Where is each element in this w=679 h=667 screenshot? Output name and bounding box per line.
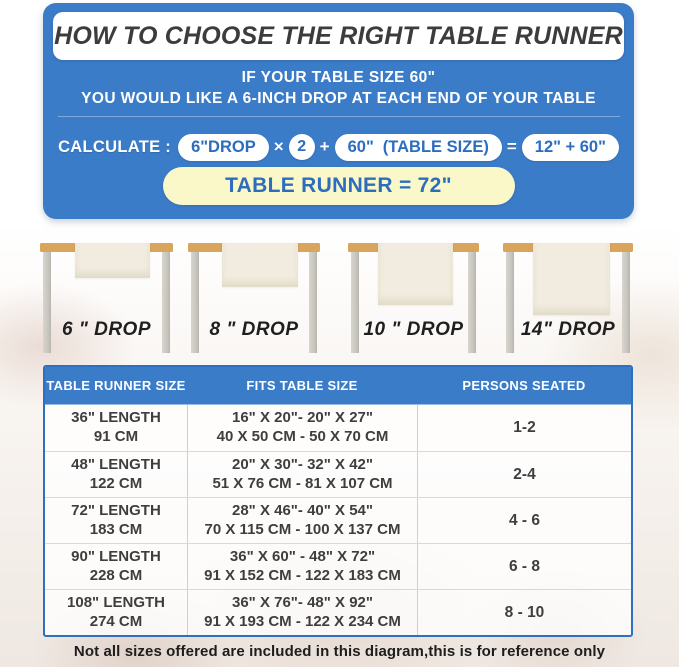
table-leg-left-icon	[506, 252, 514, 353]
table-runner-cloth	[533, 243, 610, 315]
runner-size-cell: 36" LENGTH 91 CM	[71, 409, 161, 445]
persons-seated-cell: 1-2	[417, 405, 631, 451]
multiplier-circle: 2	[288, 134, 315, 160]
multiply-sign: ×	[273, 137, 284, 156]
fits-size-cell: 28" X 46"- 40" X 54" 70 X 115 CM - 100 X …	[187, 498, 417, 543]
calculation-formula: CALCULATE : 6"DROP × 2 + 60" (TABLE SIZE)…	[43, 127, 634, 167]
runner-size-cell: 72" LENGTH 183 CM	[71, 501, 161, 538]
table-size-value: 60"	[347, 137, 374, 156]
table-row: 48" LENGTH 122 CM 20" X 30"- 32" X 42" 51 …	[45, 451, 631, 497]
table-runner-cloth	[222, 243, 298, 287]
table-illustration: 14" DROP	[503, 243, 633, 355]
table-illustration: 10 " DROP	[348, 243, 479, 355]
table-leg-left-icon	[43, 252, 51, 353]
fits-size-cell: 36" X 60" - 48" X 72" 91 X 152 CM - 122 X…	[187, 544, 417, 589]
intro-line-1: IF YOUR TABLE SIZE 60"	[241, 69, 436, 86]
table-leg-right-icon	[162, 252, 170, 353]
fits-size-cell: 36" X 76"- 48" X 92" 91 X 193 CM - 122 X …	[187, 590, 417, 635]
disclaimer-note: Not all sizes offered are included in th…	[73, 643, 606, 660]
calculate-label: CALCULATE :	[58, 137, 172, 156]
table-row: 108" LENGTH 274 CM 36" X 76"- 48" X 92" 91…	[45, 589, 631, 635]
table-row: 90" LENGTH 228 CM 36" X 60" - 48" X 72" 91…	[45, 543, 631, 589]
plus-sign: +	[319, 137, 330, 156]
table-row: 36" LENGTH 91 CM 16" X 20"- 20" X 27" 40 X…	[45, 405, 631, 451]
drop-label: 10 " DROP	[363, 319, 464, 340]
persons-seated-cell: 6 - 8	[417, 544, 631, 589]
table-leg-right-icon	[468, 252, 476, 353]
runner-size-cell: 108" LENGTH 274 CM	[67, 593, 165, 630]
table-leg-left-icon	[351, 252, 359, 353]
header-panel: HOW TO CHOOSE THE RIGHT TABLE RUNNER IF …	[43, 3, 634, 219]
result-sum-pill: 12" + 60"	[521, 133, 619, 161]
fits-size-cell: 16" X 20"- 20" X 27" 40 X 50 CM - 50 X 70…	[187, 405, 417, 451]
persons-seated-cell: 4 - 6	[417, 498, 631, 543]
persons-seated-cell: 8 - 10	[417, 590, 631, 635]
runner-size-cell: 90" LENGTH 228 CM	[71, 547, 161, 584]
column-header: FITS TABLE SIZE	[246, 378, 358, 393]
table-body: 36" LENGTH 91 CM 16" X 20"- 20" X 27" 40 X…	[45, 405, 631, 635]
page-title: HOW TO CHOOSE THE RIGHT TABLE RUNNER	[54, 21, 623, 50]
table-leg-right-icon	[309, 252, 317, 353]
drop-label: 8 " DROP	[209, 319, 299, 340]
title-box: HOW TO CHOOSE THE RIGHT TABLE RUNNER	[53, 12, 624, 60]
table-leg-right-icon	[622, 252, 630, 353]
table-row: 72" LENGTH 183 CM 28" X 46"- 40" X 54" 70 …	[45, 497, 631, 543]
divider-line	[58, 116, 620, 117]
drop-examples-row: 6 " DROP 8 " DROP 10 " DROP 14" DROP	[0, 243, 679, 365]
table-illustration: 6 " DROP	[40, 243, 173, 355]
drop-label: 6 " DROP	[61, 319, 152, 340]
table-header-row: TABLE RUNNER SIZE FITS TABLE SIZE PERSONS …	[45, 367, 631, 405]
table-illustration: 8 " DROP	[188, 243, 320, 355]
equals-sign: =	[506, 137, 517, 156]
column-header: TABLE RUNNER SIZE	[46, 378, 186, 393]
table-size-pill: 60" (TABLE SIZE)	[334, 133, 502, 161]
runner-size-cell: 48" LENGTH 122 CM	[71, 455, 161, 492]
drop-value-pill: 6"DROP	[178, 133, 269, 161]
intro-line-2: YOU WOULD LIKE A 6-INCH DROP AT EACH END…	[81, 90, 596, 107]
column-header: PERSONS SEATED	[462, 378, 586, 393]
result-banner: TABLE RUNNER = 72"	[162, 167, 515, 205]
table-size-note: (TABLE SIZE)	[382, 137, 489, 156]
table-leg-left-icon	[191, 252, 199, 353]
table-runner-cloth	[378, 243, 453, 305]
fits-size-cell: 20" X 30"- 32" X 42" 51 X 76 CM - 81 X 10…	[187, 452, 417, 497]
table-runner-cloth	[75, 243, 150, 278]
size-chart-table: TABLE RUNNER SIZE FITS TABLE SIZE PERSONS …	[43, 365, 633, 637]
drop-label: 14" DROP	[520, 319, 616, 340]
persons-seated-cell: 2-4	[417, 452, 631, 497]
